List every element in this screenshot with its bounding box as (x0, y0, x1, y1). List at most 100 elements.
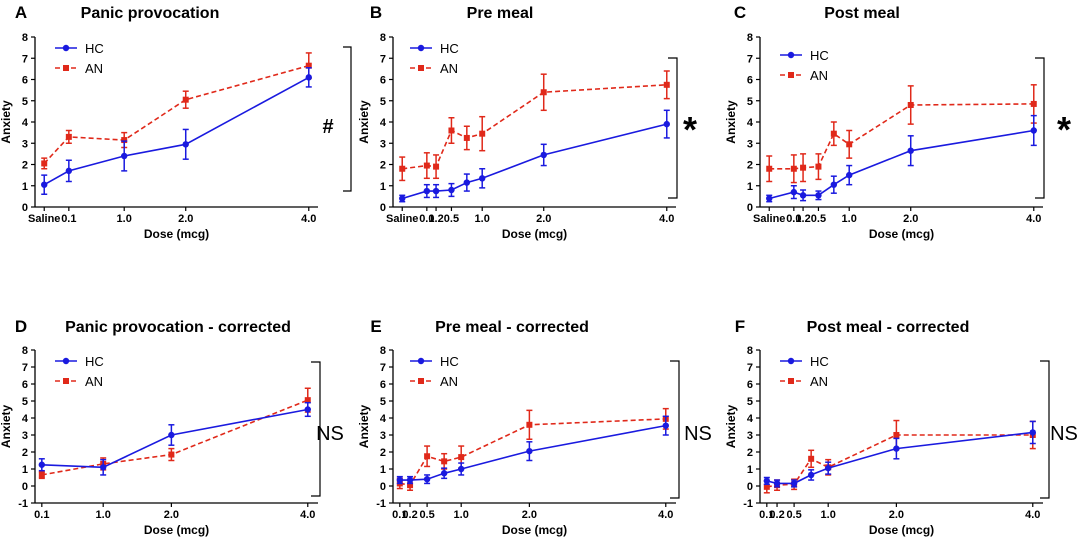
y-tick-label: 1 (747, 181, 753, 193)
data-point-an (458, 454, 465, 461)
y-tick-label: 8 (747, 32, 753, 44)
y-tick-label: 3 (747, 430, 753, 442)
data-point-hc (38, 461, 46, 468)
y-tick-label: 4 (747, 117, 754, 129)
x-tick-label: 0.5 (444, 213, 459, 225)
panel-b: B Pre meal 0 1 2 3 4 5 6 7 8 Saline 0.10.2 0.5 1.0 2.0 4… (357, 3, 697, 241)
series-an (766, 84, 1037, 184)
y-tick-label: 3 (380, 138, 386, 150)
legend-marker-an (788, 72, 794, 78)
data-point-hc (440, 470, 448, 477)
data-point-an (433, 163, 440, 170)
y-tick-label: 6 (22, 379, 28, 391)
significance-label: NS (1050, 423, 1078, 445)
x-axis-title: Dose (mcg) (144, 227, 209, 241)
series-hc (766, 114, 1037, 203)
y-tick-label: 4 (22, 413, 29, 425)
data-point-hc (815, 192, 822, 199)
x-tick-label: 2.0 (889, 509, 904, 521)
panel-letter: D (15, 317, 27, 336)
data-point-hc (1029, 429, 1036, 436)
y-tick-label: 2 (747, 160, 753, 172)
significance-label: NS (684, 423, 712, 445)
x-tick-label: Saline (753, 213, 785, 225)
significance-bracket (311, 361, 321, 497)
x-tick-label: 4.0 (1025, 509, 1040, 521)
y-tick-label: 6 (380, 75, 386, 87)
data-point-hc (65, 167, 73, 175)
data-point-an (407, 482, 414, 489)
data-point-hc (526, 447, 533, 455)
series-hc (763, 420, 1036, 488)
significance-label: * (683, 109, 697, 150)
y-tick-label: 1 (747, 464, 753, 476)
series-line-hc (43, 76, 310, 186)
series-line-an (766, 434, 1033, 488)
legend-label-hc: HC (85, 41, 104, 56)
data-point-an (423, 162, 430, 169)
data-point-an (424, 453, 431, 460)
y-tick-label: 7 (747, 53, 753, 65)
data-point-an (790, 165, 797, 172)
y-tick-label: 4 (380, 117, 387, 129)
data-point-an (526, 421, 533, 428)
y-tick-label: 0 (747, 202, 753, 214)
data-point-hc (663, 120, 670, 128)
legend-label-hc: HC (440, 41, 459, 56)
significance-label: # (322, 116, 333, 138)
x-tick-label: 1.0 (96, 509, 111, 521)
y-tick-label: 5 (22, 96, 28, 108)
y-tick-label: 0 (380, 202, 386, 214)
y-tick-label: 2 (380, 160, 386, 172)
data-point-an (830, 130, 837, 137)
panel-f: F Post meal - corrected -1 0 1 2 3 4 5 6 7 8 0.10.2 0… (724, 317, 1078, 537)
data-point-an (808, 455, 815, 462)
series-line-an (41, 399, 309, 476)
legend-label-hc: HC (85, 354, 104, 369)
series-an (396, 407, 669, 491)
data-point-hc (121, 152, 128, 160)
data-point-an (121, 137, 128, 144)
data-point-hc (399, 195, 406, 202)
data-point-hc (396, 476, 404, 484)
data-point-hc (304, 406, 311, 413)
y-tick-label: 2 (747, 447, 753, 459)
x-tick-label: 0.1 (786, 213, 801, 225)
x-axis-title: Dose (mcg) (869, 227, 934, 241)
y-tick-label: 7 (22, 362, 28, 374)
data-point-hc (448, 186, 455, 194)
x-tick-label: 1.0 (842, 213, 857, 225)
panel-letter: A (15, 3, 27, 22)
series-an (399, 70, 670, 182)
data-point-hc (305, 74, 312, 81)
data-point-hc (773, 480, 781, 487)
y-tick-label: 1 (22, 181, 28, 193)
x-tick-label: 0.1 (419, 213, 434, 225)
y-tick-label: 0 (380, 481, 386, 493)
y-tick-label: 8 (380, 32, 386, 44)
y-tick-label: 2 (22, 160, 28, 172)
data-point-hc (423, 476, 431, 483)
panel-title: Post meal - corrected (807, 319, 970, 336)
legend-label-an: AN (85, 374, 103, 389)
data-point-hc (790, 188, 798, 196)
y-tick-label: 7 (747, 362, 753, 374)
x-tick-label: 0.1 (392, 509, 407, 521)
data-point-hc (799, 192, 807, 199)
x-axis-title: Dose (mcg) (502, 523, 567, 537)
y-tick-label: 7 (380, 53, 386, 65)
x-tick-label: Saline (28, 213, 60, 225)
x-tick-label: Saline (386, 213, 418, 225)
data-point-hc (457, 465, 465, 473)
y-axis-title: Anxiety (0, 100, 13, 144)
y-tick-label: 6 (747, 75, 753, 87)
panel-c: C Post meal 0 1 2 3 4 5 6 7 8 Saline 0.10.2 0.5 1.0 2.0… (724, 3, 1071, 241)
panel-letter: C (734, 3, 746, 22)
y-tick-label: 8 (22, 32, 28, 44)
legend-label-an: AN (85, 61, 103, 76)
y-tick-label: 1 (380, 181, 386, 193)
legend-marker-hc (417, 357, 425, 365)
x-tick-label: 0.2 (428, 213, 443, 225)
x-tick-label: 1.0 (475, 213, 490, 225)
